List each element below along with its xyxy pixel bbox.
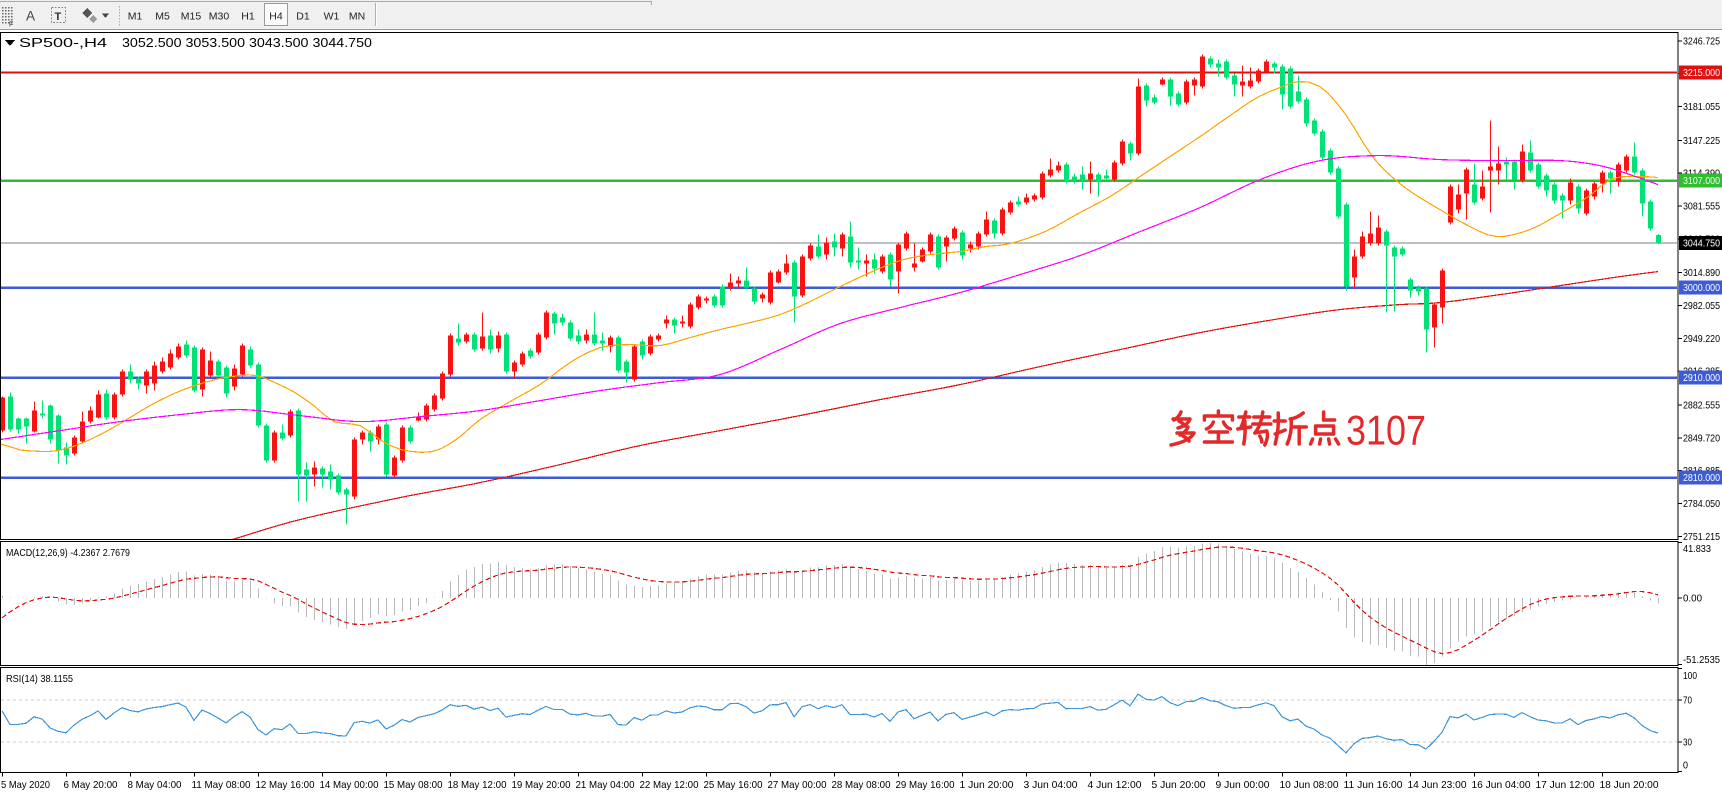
svg-text:3000.000: 3000.000: [1683, 282, 1720, 294]
svg-text:RSI(14) 38.1155: RSI(14) 38.1155: [6, 673, 73, 685]
svg-text:12 May 16:00: 12 May 16:00: [256, 779, 315, 791]
svg-text:F: F: [9, 22, 13, 29]
svg-text:3044.750: 3044.750: [1683, 237, 1720, 249]
svg-text:16 Jun 04:00: 16 Jun 04:00: [1472, 779, 1531, 791]
svg-text:30: 30: [1683, 737, 1692, 749]
svg-text:41.833: 41.833: [1683, 543, 1711, 555]
svg-text:15 May 08:00: 15 May 08:00: [384, 779, 443, 791]
svg-text:2849.720: 2849.720: [1683, 432, 1720, 444]
svg-text:2810.000: 2810.000: [1683, 472, 1720, 484]
svg-text:11 Jun 16:00: 11 Jun 16:00: [1344, 779, 1403, 791]
svg-text:19 May 20:00: 19 May 20:00: [512, 779, 571, 791]
svg-text:8 May 04:00: 8 May 04:00: [128, 779, 182, 791]
svg-text:18 May 12:00: 18 May 12:00: [448, 779, 507, 791]
svg-text:MN: MN: [349, 11, 365, 23]
svg-text:11 May 08:00: 11 May 08:00: [192, 779, 251, 791]
svg-text:3215.000: 3215.000: [1683, 67, 1720, 79]
svg-text:3052.500 3053.500 3043.500 304: 3052.500 3053.500 3043.500 3044.750: [122, 35, 372, 50]
svg-text:D1: D1: [296, 11, 310, 23]
svg-text:3181.055: 3181.055: [1683, 101, 1720, 113]
svg-text:3107.000: 3107.000: [1683, 175, 1720, 187]
svg-text:M1: M1: [128, 11, 143, 23]
svg-text:9 Jun 00:00: 9 Jun 00:00: [1216, 779, 1270, 791]
svg-text:18 Jun 20:00: 18 Jun 20:00: [1600, 779, 1659, 791]
svg-text:3014.890: 3014.890: [1683, 267, 1720, 279]
svg-text:M5: M5: [155, 11, 170, 23]
svg-text:14 May 00:00: 14 May 00:00: [320, 779, 379, 791]
svg-text:2910.000: 2910.000: [1683, 372, 1720, 384]
svg-text:3 Jun 04:00: 3 Jun 04:00: [1024, 779, 1078, 791]
svg-text:M15: M15: [181, 11, 202, 23]
svg-text:17 Jun 12:00: 17 Jun 12:00: [1536, 779, 1595, 791]
svg-text:3147.225: 3147.225: [1683, 135, 1720, 147]
svg-text:W1: W1: [324, 11, 340, 23]
svg-text:3107: 3107: [1346, 407, 1426, 454]
svg-text:22 May 12:00: 22 May 12:00: [640, 779, 699, 791]
svg-text:2982.055: 2982.055: [1683, 300, 1720, 312]
svg-text:2882.555: 2882.555: [1683, 400, 1720, 412]
svg-text:M30: M30: [209, 11, 230, 23]
svg-text:A: A: [26, 9, 35, 24]
svg-text:2784.050: 2784.050: [1683, 498, 1720, 510]
svg-text:-51.2535: -51.2535: [1683, 654, 1720, 666]
svg-text:28 May 08:00: 28 May 08:00: [832, 779, 891, 791]
svg-text:2751.215: 2751.215: [1683, 531, 1720, 543]
svg-text:4 Jun 12:00: 4 Jun 12:00: [1088, 779, 1142, 791]
svg-text:10 Jun 08:00: 10 Jun 08:00: [1280, 779, 1339, 791]
svg-text:H1: H1: [241, 11, 255, 23]
svg-text:25 May 16:00: 25 May 16:00: [704, 779, 763, 791]
svg-text:0.00: 0.00: [1683, 593, 1702, 605]
svg-text:T: T: [55, 11, 62, 23]
svg-text:SP500-,H4: SP500-,H4: [19, 35, 107, 50]
svg-text:27 May 00:00: 27 May 00:00: [768, 779, 827, 791]
svg-text:29 May 16:00: 29 May 16:00: [896, 779, 955, 791]
svg-text:H4: H4: [269, 11, 283, 23]
svg-text:100: 100: [1683, 670, 1697, 682]
svg-text:2949.220: 2949.220: [1683, 333, 1720, 345]
svg-text:3081.555: 3081.555: [1683, 201, 1720, 213]
svg-text:MACD(12,26,9) -4.2367 2.7679: MACD(12,26,9) -4.2367 2.7679: [6, 547, 130, 559]
svg-text:70: 70: [1683, 695, 1692, 707]
svg-text:21 May 04:00: 21 May 04:00: [576, 779, 635, 791]
svg-text:6 May 20:00: 6 May 20:00: [64, 779, 118, 791]
svg-text:5 May 2020: 5 May 2020: [1, 779, 50, 791]
svg-text:14 Jun 23:00: 14 Jun 23:00: [1408, 779, 1467, 791]
svg-text:3246.725: 3246.725: [1683, 35, 1720, 47]
svg-text:1 Jun 20:00: 1 Jun 20:00: [960, 779, 1014, 791]
svg-text:0: 0: [1683, 759, 1688, 771]
svg-text:5 Jun 20:00: 5 Jun 20:00: [1152, 779, 1206, 791]
